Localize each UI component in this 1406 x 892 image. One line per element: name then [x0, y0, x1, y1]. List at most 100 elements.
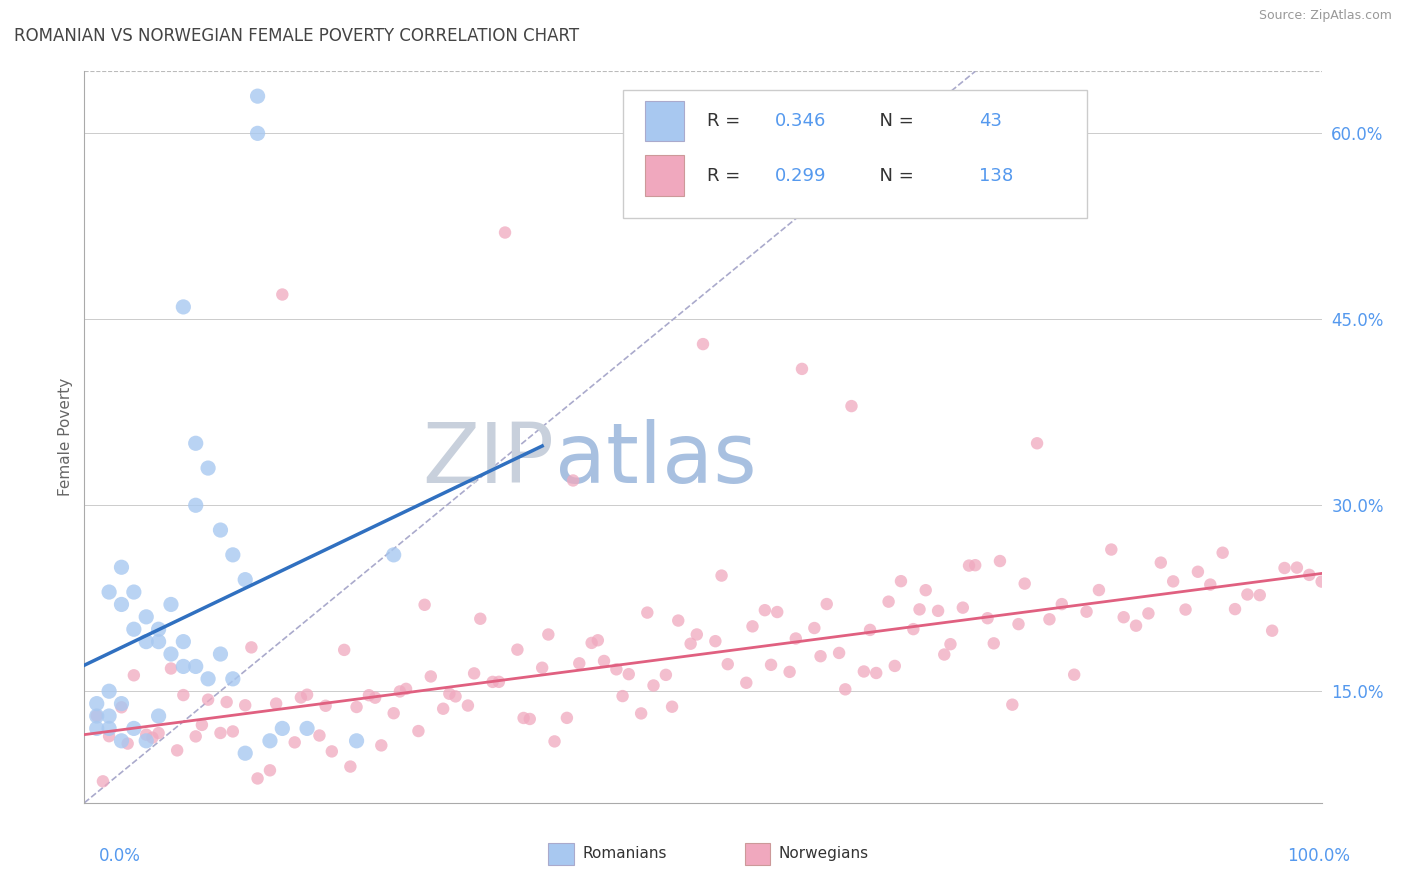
Point — [562, 474, 585, 488]
Text: 100.0%: 100.0% — [1286, 847, 1350, 865]
Point — [1310, 574, 1333, 589]
Point — [166, 743, 188, 757]
Point — [914, 583, 936, 598]
Point — [834, 682, 856, 697]
Point — [290, 690, 312, 705]
Point — [191, 718, 214, 732]
Text: atlas: atlas — [554, 418, 756, 500]
Text: R =: R = — [707, 167, 745, 185]
Point — [413, 598, 436, 612]
Point — [1199, 577, 1222, 591]
Text: 0.0%: 0.0% — [98, 847, 141, 865]
Point — [160, 598, 183, 612]
Point — [264, 697, 287, 711]
Point — [408, 724, 430, 739]
Point — [661, 699, 683, 714]
Point — [271, 287, 294, 301]
Point — [790, 362, 813, 376]
Point — [754, 603, 776, 617]
Point — [957, 558, 980, 573]
Point — [537, 627, 560, 641]
Point — [939, 637, 962, 651]
Point — [1298, 567, 1320, 582]
Point — [1125, 618, 1147, 632]
Text: Romanians: Romanians — [582, 847, 666, 861]
Point — [91, 774, 114, 789]
Text: 0.346: 0.346 — [775, 112, 827, 129]
Point — [395, 681, 418, 696]
Point — [339, 759, 361, 773]
Point — [692, 337, 714, 351]
Point — [679, 637, 702, 651]
Point — [988, 554, 1011, 568]
Point — [1063, 667, 1085, 681]
Point — [172, 300, 194, 314]
Point — [766, 605, 789, 619]
Point — [346, 700, 368, 714]
Point — [710, 568, 733, 582]
Point — [148, 726, 170, 740]
Point — [135, 634, 157, 648]
Point — [568, 657, 591, 671]
Point — [110, 734, 132, 748]
Point — [779, 665, 801, 679]
Point — [141, 731, 163, 745]
Point — [481, 674, 503, 689]
Point — [364, 690, 387, 705]
Point — [432, 702, 454, 716]
Text: 43: 43 — [979, 112, 1002, 129]
Point — [148, 634, 170, 648]
Point — [98, 585, 121, 599]
Point — [488, 674, 510, 689]
FancyBboxPatch shape — [623, 89, 1087, 218]
Point — [506, 642, 529, 657]
Point — [135, 610, 157, 624]
Point — [555, 711, 578, 725]
Point — [759, 657, 782, 672]
Point — [1076, 605, 1098, 619]
Text: N =: N = — [868, 167, 920, 185]
Text: 0.299: 0.299 — [775, 167, 827, 185]
Point — [686, 627, 709, 641]
Point — [1088, 583, 1111, 598]
Point — [110, 560, 132, 574]
Point — [586, 633, 609, 648]
Point — [333, 643, 356, 657]
Point — [215, 695, 238, 709]
Point — [841, 399, 863, 413]
Point — [494, 226, 516, 240]
Text: ROMANIAN VS NORWEGIAN FEMALE POVERTY CORRELATION CHART: ROMANIAN VS NORWEGIAN FEMALE POVERTY COR… — [14, 27, 579, 45]
Point — [382, 548, 405, 562]
Point — [184, 498, 207, 512]
Point — [1001, 698, 1024, 712]
Point — [927, 604, 949, 618]
Point — [222, 724, 245, 739]
Point — [908, 602, 931, 616]
Point — [98, 709, 121, 723]
Point — [122, 722, 145, 736]
Point — [735, 675, 758, 690]
Point — [1223, 602, 1246, 616]
Point — [1212, 546, 1234, 560]
Point — [315, 698, 337, 713]
Point — [865, 665, 887, 680]
Point — [295, 688, 318, 702]
Point — [903, 622, 925, 636]
Point — [717, 657, 740, 672]
Point — [184, 659, 207, 673]
Text: R =: R = — [707, 112, 745, 129]
Point — [877, 594, 900, 608]
Point — [890, 574, 912, 589]
Point — [233, 746, 256, 760]
Point — [1112, 610, 1135, 624]
Point — [246, 772, 269, 786]
Point — [630, 706, 652, 721]
Point — [233, 698, 256, 713]
Point — [308, 729, 330, 743]
Point — [1050, 597, 1073, 611]
Point — [581, 636, 603, 650]
Point — [98, 722, 121, 736]
Point — [1150, 556, 1173, 570]
Point — [593, 654, 616, 668]
Point — [370, 739, 392, 753]
